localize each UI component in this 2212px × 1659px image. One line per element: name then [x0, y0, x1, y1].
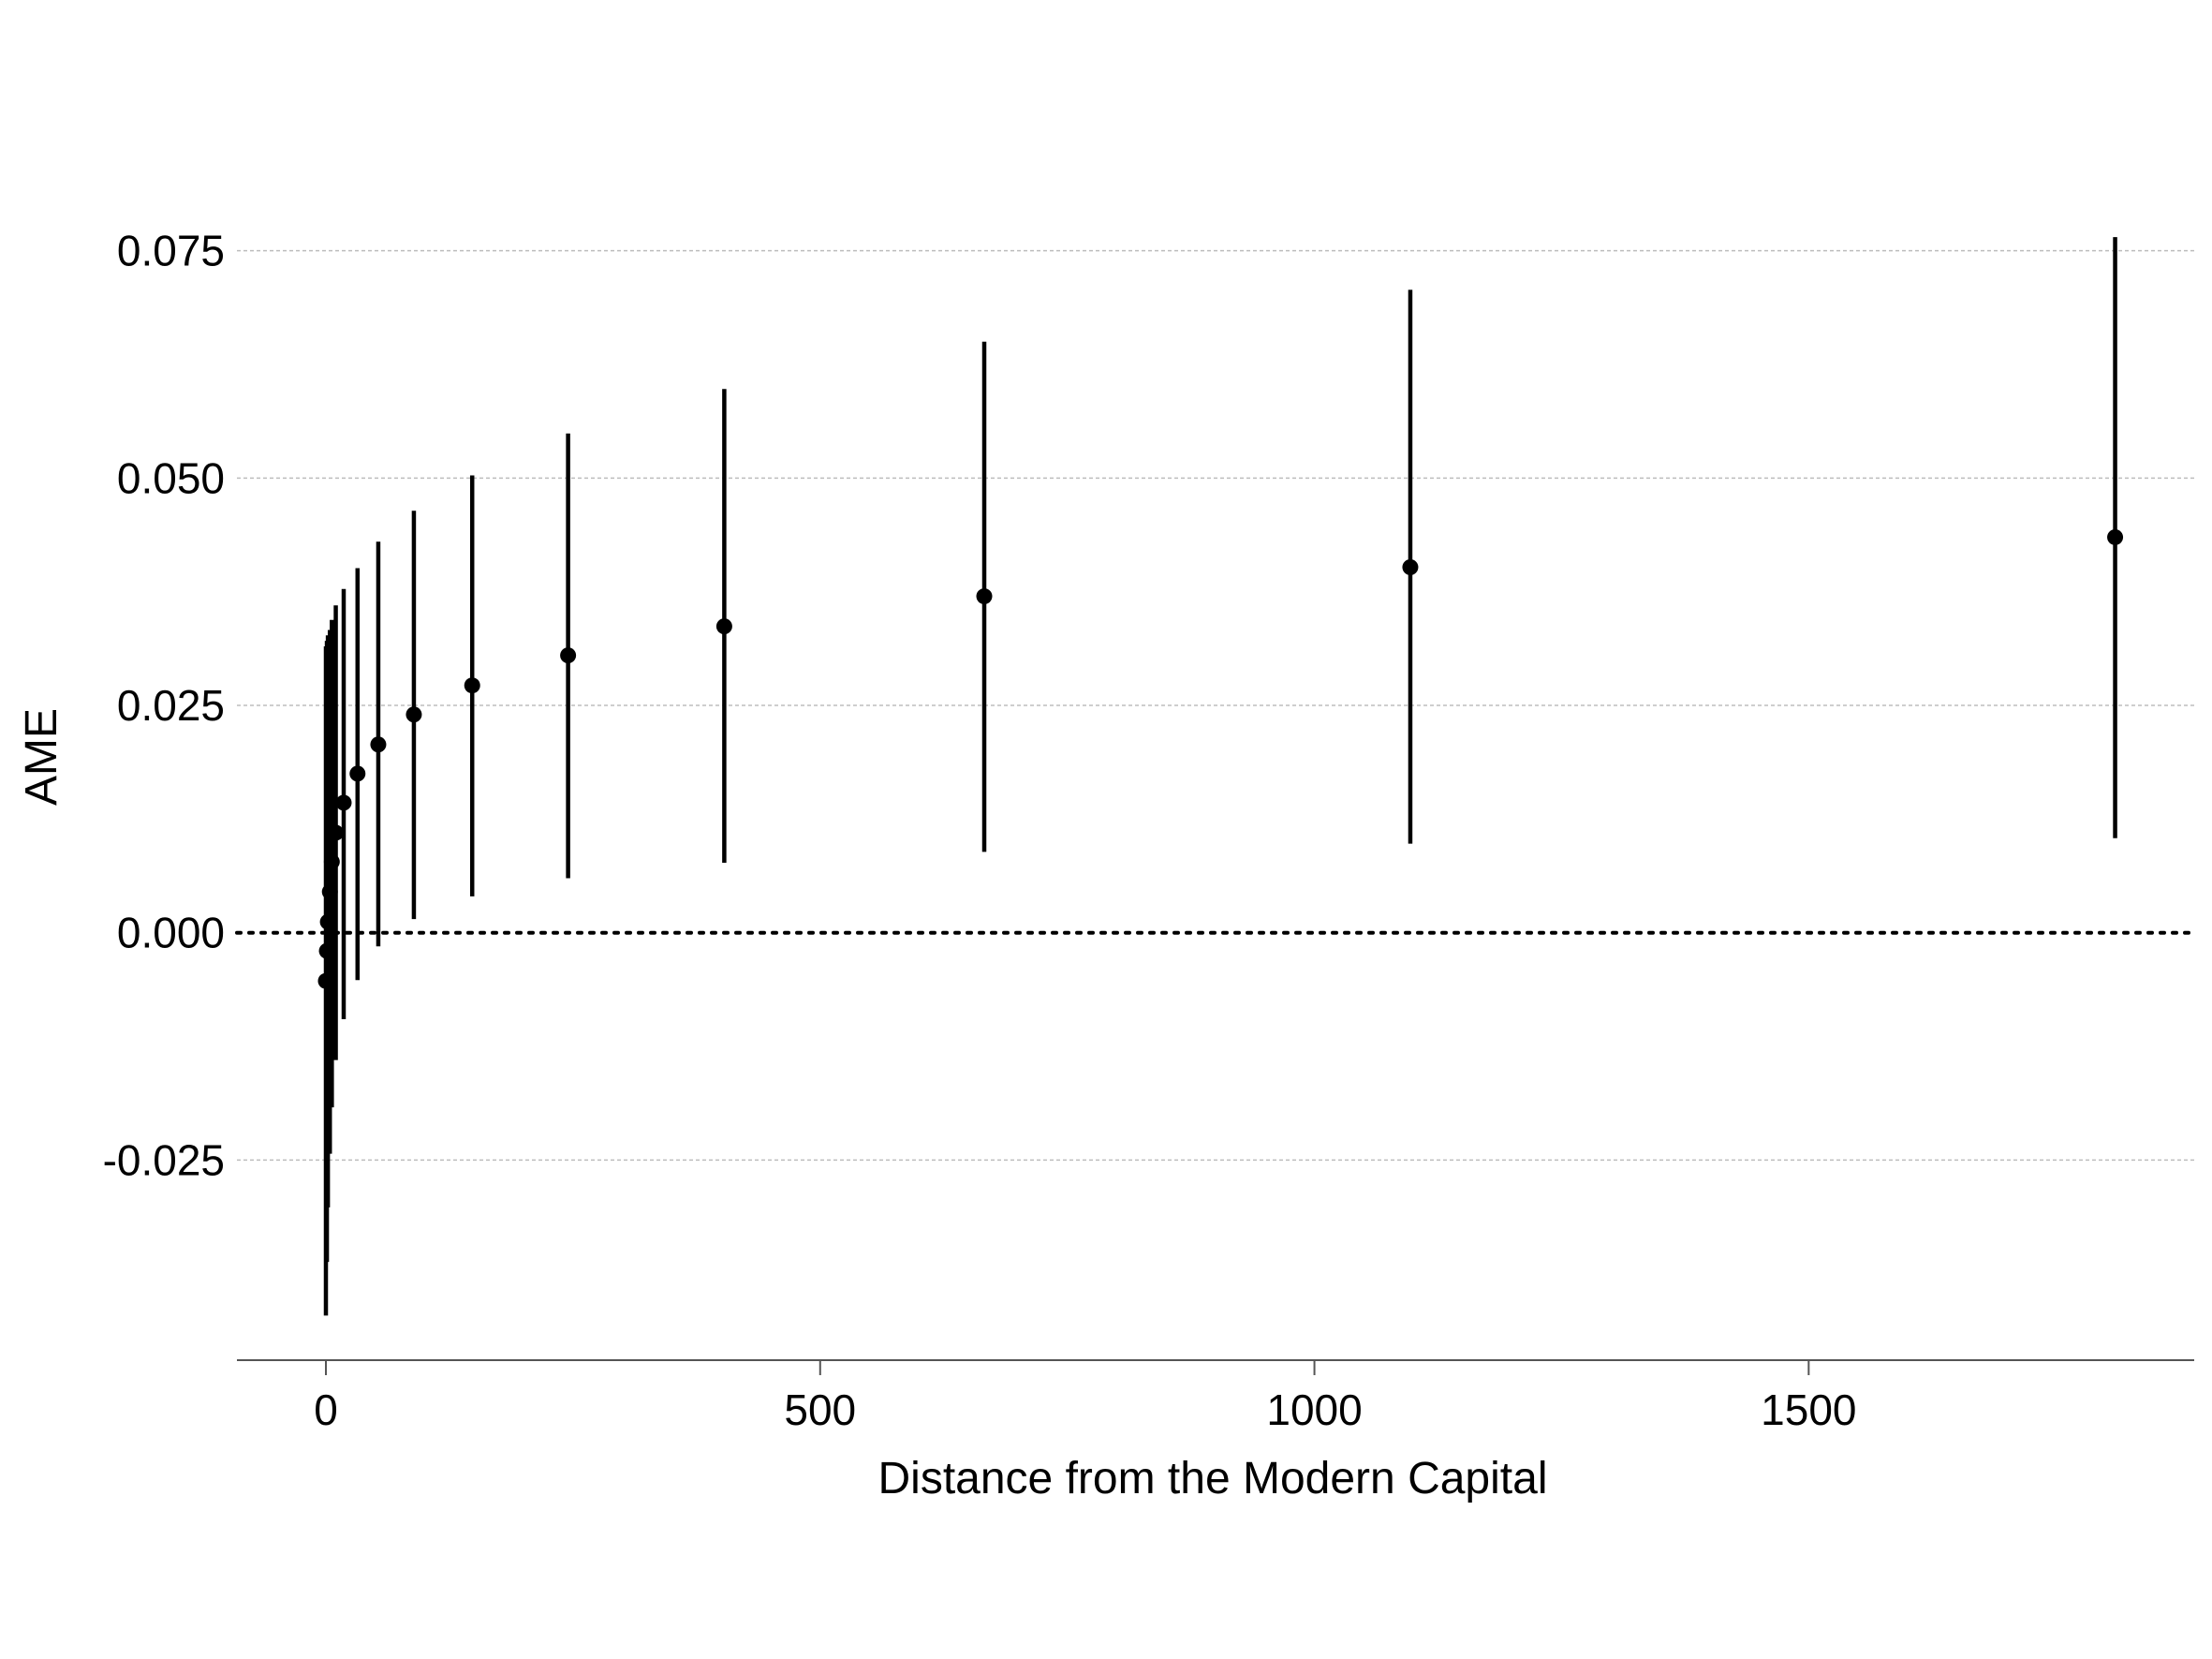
ame-point: [328, 824, 345, 841]
grid-layer: [235, 249, 2196, 1162]
x-tick-label: 500: [784, 1385, 856, 1434]
y-axis-title: AME: [17, 708, 66, 806]
x-tick-label: 1500: [1761, 1385, 1856, 1434]
data-layer: [317, 237, 2124, 1316]
ame-point: [560, 647, 577, 664]
ame-point: [976, 588, 993, 605]
axis-layer: -0.025 0.000 0.025 0.050 0.075 0 500 1000 1500: [103, 227, 2194, 1434]
ame-point: [319, 913, 336, 930]
ame-point: [317, 972, 334, 989]
ame-point: [406, 706, 422, 723]
y-tick-label: 0.025: [117, 681, 225, 730]
y-tick-label: -0.025: [103, 1135, 225, 1184]
x-axis-title: Distance from the Modern Capital: [878, 1454, 1548, 1503]
ame-point: [1402, 558, 1419, 575]
x-tick-label: 0: [314, 1385, 338, 1434]
y-tick-label: 0.000: [117, 909, 225, 957]
ame-point: [2107, 528, 2124, 545]
ame-point: [335, 794, 352, 811]
y-tick-label: 0.075: [117, 227, 225, 275]
ame-point: [323, 853, 340, 870]
ame-point: [321, 883, 338, 900]
ame-point: [715, 618, 732, 635]
ame-point: [349, 765, 366, 782]
ame-point: [318, 942, 335, 959]
x-tick-label: 1000: [1266, 1385, 1362, 1434]
y-tick-label: 0.050: [117, 453, 225, 502]
ame-point: [464, 677, 480, 694]
ame-point: [370, 736, 387, 753]
